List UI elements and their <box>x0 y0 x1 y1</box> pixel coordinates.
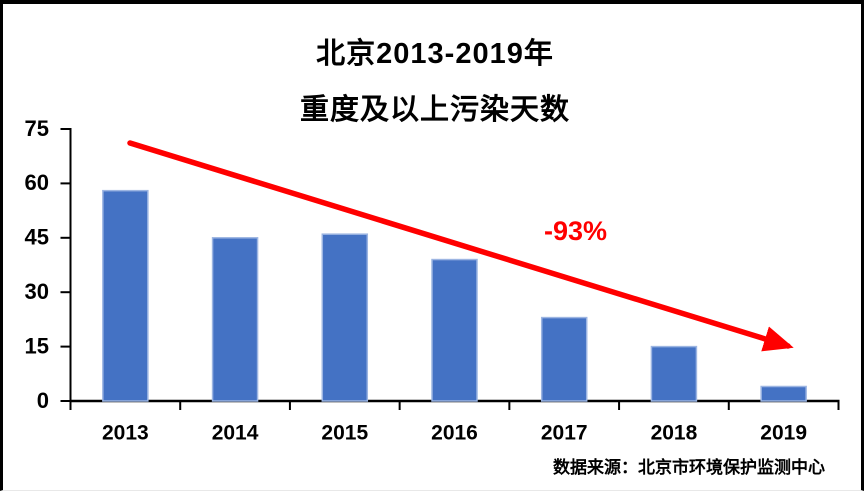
y-tick-label: 0 <box>37 388 49 413</box>
bar-2016 <box>431 258 478 402</box>
chart-title-line-1: 北京2013-2019年 <box>316 38 554 70</box>
bar-2018 <box>650 345 698 402</box>
y-tick-label: 75 <box>25 116 49 141</box>
y-tick-label: 15 <box>25 333 49 358</box>
trend-arrow <box>127 140 794 352</box>
x-tick-label: 2014 <box>212 422 259 445</box>
bar-2017 <box>540 316 588 402</box>
bar-2019 <box>760 385 807 402</box>
chart-title-line-2: 重度及以上污染天数 <box>299 94 570 126</box>
y-tick-label: 45 <box>25 225 49 250</box>
x-tick-label: 2013 <box>102 422 149 445</box>
x-tick-label: 2018 <box>651 422 698 445</box>
x-tick-label: 2015 <box>321 422 368 445</box>
bar-2015 <box>321 233 369 402</box>
y-tick-label: 60 <box>25 170 49 195</box>
y-tick-label: 30 <box>25 279 49 304</box>
x-tick-label: 2016 <box>431 422 478 445</box>
bar-2014 <box>211 237 259 402</box>
bar-chart: 0 15 30 45 60 75 2013 2014 2015 2016 2017 2018 2019 <box>25 116 840 445</box>
x-tick-label: 2019 <box>760 422 807 445</box>
trend-annotation: -93% <box>544 216 608 246</box>
x-tick-label: 2017 <box>541 422 588 445</box>
data-source-credit: 数据来源：北京市环境保护监测中心 <box>553 458 825 477</box>
bar-2013 <box>102 189 149 402</box>
